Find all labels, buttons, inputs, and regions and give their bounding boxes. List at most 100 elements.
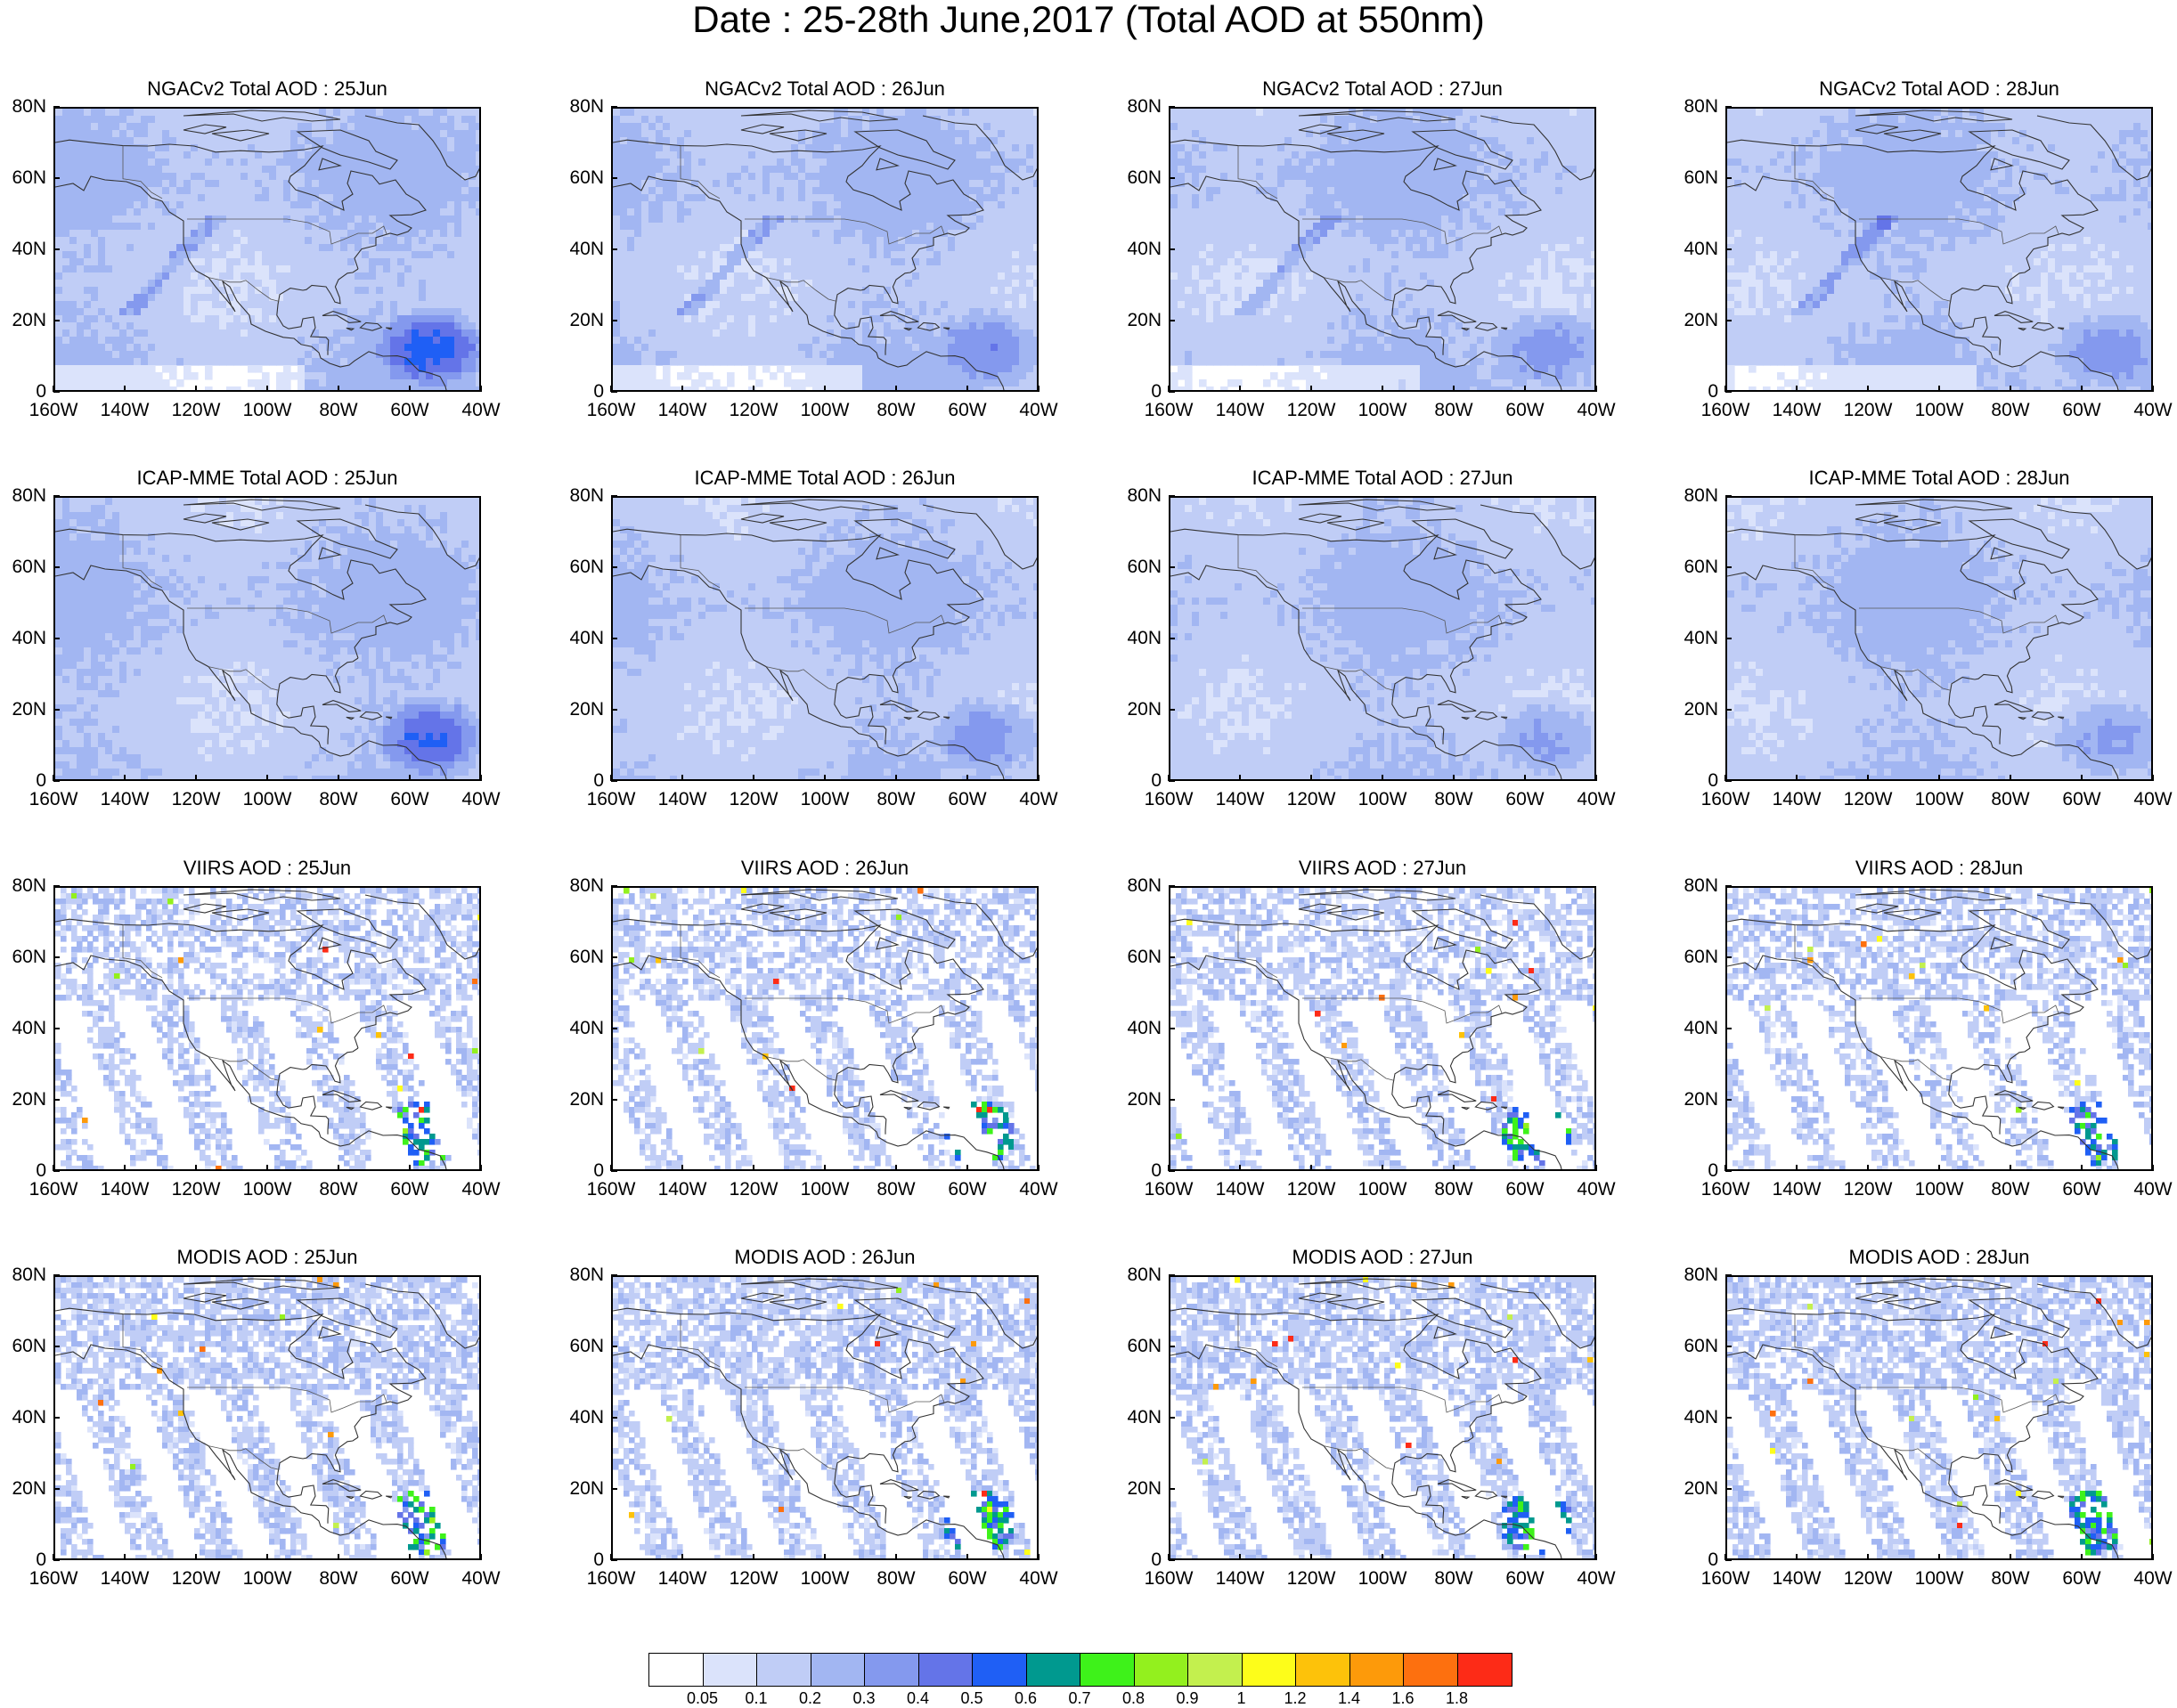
x-tick — [1239, 1165, 1241, 1171]
x-tick — [753, 775, 754, 781]
x-tick-label: 40W — [1570, 790, 1623, 809]
x-tick-label: 80W — [1427, 1569, 1480, 1589]
y-tick — [1725, 956, 1732, 958]
x-tick-label: 120W — [727, 1569, 780, 1589]
y-tick-label: 0 — [1672, 1550, 1718, 1570]
aod-field — [613, 498, 1037, 779]
colorbar-label: 1 — [1215, 1690, 1268, 1706]
map-panel: ICAP-MME Total AOD : 25Jun 80N 60N 40N 20N 0 1… — [0, 468, 534, 842]
aod-map — [1170, 498, 1594, 779]
y-tick — [1169, 248, 1175, 250]
y-tick — [1169, 495, 1175, 497]
map-panel: VIIRS AOD : 28Jun 80N 60N 40N 20N 0 160W 140W 12… — [1672, 858, 2177, 1232]
colorbar-box — [1242, 1654, 1296, 1686]
x-tick — [1453, 775, 1455, 781]
y-tick — [1169, 391, 1175, 393]
y-tick-label: 80N — [1115, 1265, 1162, 1285]
y-tick — [1725, 1028, 1732, 1029]
x-tick — [824, 775, 826, 781]
aod-field — [55, 888, 479, 1169]
x-tick — [1168, 386, 1170, 392]
map-frame — [1169, 886, 1596, 1171]
x-tick — [1038, 1554, 1040, 1560]
y-tick-label: 60N — [1672, 168, 1718, 188]
x-tick — [824, 1554, 826, 1560]
map-frame — [1169, 1275, 1596, 1560]
y-tick-label: 80N — [0, 486, 46, 506]
x-tick-label: 160W — [584, 1180, 638, 1200]
x-tick — [2152, 386, 2154, 392]
x-tick-label: 160W — [1699, 1180, 1752, 1200]
x-tick — [1867, 775, 1869, 781]
x-tick-label: 40W — [2126, 790, 2177, 809]
y-tick-label: 20N — [558, 1479, 604, 1499]
x-tick — [266, 1165, 268, 1171]
y-tick — [53, 1099, 60, 1101]
coastline — [1727, 110, 2151, 390]
x-tick-label: 160W — [1699, 790, 1752, 809]
x-tick — [1595, 775, 1597, 781]
map-frame — [53, 886, 481, 1171]
x-tick-label: 60W — [941, 401, 994, 420]
y-tick — [1169, 956, 1175, 958]
y-tick — [611, 638, 617, 639]
x-tick — [124, 386, 126, 392]
colorbar-box — [811, 1654, 865, 1686]
y-tick — [1725, 709, 1732, 711]
x-tick-label: 160W — [584, 1569, 638, 1589]
y-tick — [53, 885, 60, 887]
x-tick-label: 100W — [798, 401, 852, 420]
y-tick — [611, 956, 617, 958]
y-tick — [1169, 1274, 1175, 1276]
panel-title: VIIRS AOD : 26Jun — [611, 858, 1039, 879]
x-tick — [1938, 1165, 1940, 1171]
aod-field — [55, 1277, 479, 1558]
y-tick — [1725, 1417, 1732, 1419]
colorbar-label: 0.9 — [1161, 1690, 1214, 1706]
y-tick — [53, 956, 60, 958]
x-tick-label: 140W — [1770, 401, 1823, 420]
x-tick-label: 80W — [1427, 1180, 1480, 1200]
colorbar-box — [1080, 1654, 1135, 1686]
y-tick — [1725, 780, 1732, 782]
y-tick-label: 40N — [0, 1408, 46, 1427]
y-tick — [53, 1488, 60, 1490]
x-tick-label: 40W — [1012, 1180, 1065, 1200]
x-tick-label: 160W — [584, 790, 638, 809]
y-tick-label: 0 — [558, 382, 604, 402]
y-tick-label: 40N — [1672, 240, 1718, 259]
coastline — [55, 499, 479, 779]
y-tick — [53, 1417, 60, 1419]
y-tick-label: 0 — [1115, 382, 1162, 402]
colorbar-label: 0.7 — [1053, 1690, 1106, 1706]
x-tick — [1938, 386, 1940, 392]
x-tick — [266, 386, 268, 392]
map-panel: MODIS AOD : 28Jun 80N 60N 40N 20N 0 160W 140W 12… — [1672, 1247, 2177, 1621]
x-tick — [1168, 1165, 1170, 1171]
y-tick — [611, 709, 617, 711]
y-tick-label: 40N — [1672, 1408, 1718, 1427]
y-tick — [611, 1346, 617, 1347]
aod-map — [1727, 1277, 2151, 1558]
y-tick-label: 0 — [558, 1550, 604, 1570]
x-tick — [610, 1554, 612, 1560]
y-tick-label: 60N — [0, 948, 46, 967]
x-tick-label: 120W — [1841, 1569, 1895, 1589]
x-tick-label: 140W — [656, 790, 709, 809]
colorbar-box — [865, 1654, 919, 1686]
map-panel: ICAP-MME Total AOD : 28Jun 80N 60N 40N 20N 0 1… — [1672, 468, 2177, 842]
x-tick-label: 100W — [1356, 1180, 1409, 1200]
y-tick-label: 60N — [558, 948, 604, 967]
panel-title: NGACv2 Total AOD : 26Jun — [611, 78, 1039, 100]
x-tick — [53, 1554, 54, 1560]
y-tick — [611, 885, 617, 887]
y-tick — [1169, 638, 1175, 639]
x-tick-label: 40W — [2126, 1569, 2177, 1589]
coastline — [613, 889, 1037, 1169]
aod-map — [55, 1277, 479, 1558]
y-tick-label: 40N — [0, 629, 46, 648]
y-tick-label: 40N — [0, 1019, 46, 1038]
y-tick — [53, 1028, 60, 1029]
x-tick-label: 140W — [98, 790, 151, 809]
y-tick-label: 20N — [0, 1090, 46, 1110]
